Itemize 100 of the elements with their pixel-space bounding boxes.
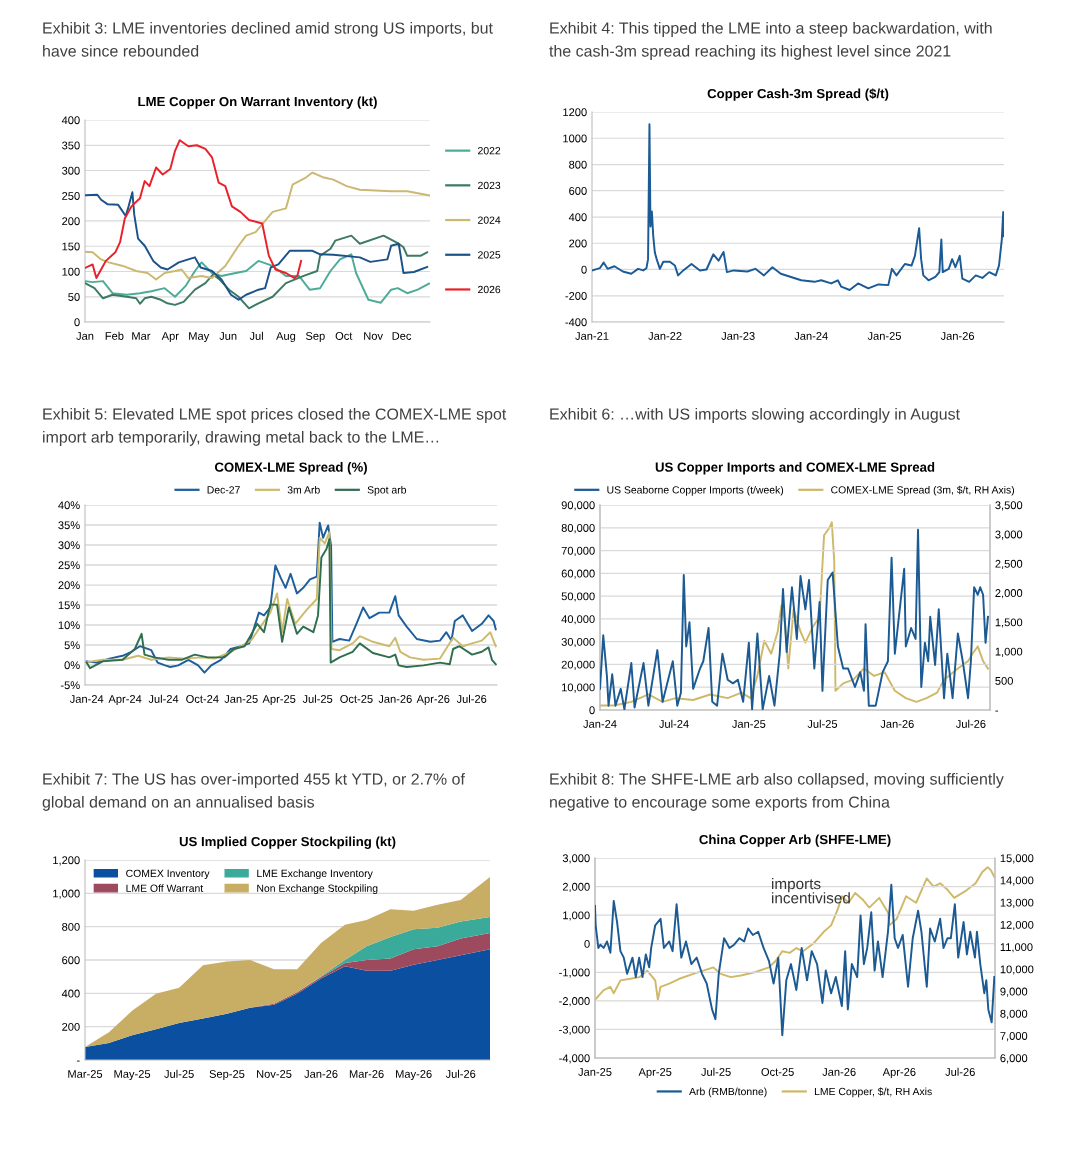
legend-label: 2025 (478, 251, 501, 259)
y-tick-label: 400 (61, 116, 80, 125)
x-tick-label: Dec (392, 332, 412, 340)
x-tick-label: Nov-25 (257, 1070, 292, 1078)
y-tick-label: 80,000 (561, 524, 595, 534)
y-tick-label: 300 (62, 166, 80, 175)
y-tick-label: 200 (62, 1022, 80, 1031)
y2-tick-label: 3,500 (995, 501, 1023, 511)
y-tick-label: 25% (58, 561, 80, 570)
y-tick-label: 35% (58, 521, 80, 530)
y-tick-label: 800 (62, 922, 80, 931)
x-tick-label: May-26 (396, 1070, 432, 1081)
x-tick-label: May-25 (114, 1070, 151, 1081)
legend-label: 3m Arb (287, 485, 320, 494)
y-tick-label: -5% (60, 681, 80, 690)
y-tick-label: 1,000 (53, 889, 80, 899)
y-tick-label: -400 (565, 318, 587, 327)
legend-label: COMEX Inventory (126, 869, 210, 880)
y2-tick-label: 1,000 (995, 647, 1023, 657)
y-tick-label: 600 (62, 956, 80, 965)
x-tick-label: Jan-25 (224, 695, 258, 703)
y2-tick-label: 14,000 (1000, 876, 1034, 886)
y2-tick-label: 500 (995, 676, 1013, 685)
x-tick-label: Jul-24 (148, 694, 179, 703)
legend-label: US Seaborne Copper Imports (t/week) (607, 485, 784, 496)
y-tick-label: 40,000 (561, 615, 595, 625)
x-tick-label: Jan-26 (304, 1070, 338, 1078)
x-tick-label: Oct-24 (186, 695, 219, 703)
y-tick-label: 0 (581, 265, 587, 274)
x-tick-label: Jan-22 (648, 332, 682, 340)
y-tick-label: 350 (62, 141, 80, 150)
x-tick-label: Jun (219, 332, 237, 340)
y-tick-label: 250 (62, 192, 80, 200)
chart-subtitle: US Copper Imports and COMEX-LME Spread (655, 462, 935, 475)
y-tick-label: 100 (62, 267, 80, 276)
x-tick-label: Jan-26 (822, 1068, 856, 1076)
y-tick-label: 1000 (563, 134, 587, 143)
x-tick-label: Apr-25 (638, 1068, 672, 1079)
y-tick-label: 200 (569, 239, 587, 248)
annotation: imports incentivised (772, 878, 850, 904)
x-tick-label: Jan-26 (378, 695, 412, 703)
x-tick-label: Jul-26 (456, 694, 487, 703)
x-tick-label: Jan-24 (794, 332, 828, 340)
y-tick-label: 50 (68, 293, 80, 301)
y-tick-label: 150 (62, 242, 80, 251)
x-tick-label: Jul-26 (945, 1067, 975, 1076)
y-tick-label: 30,000 (561, 637, 595, 648)
y-tick-label: 50,000 (561, 592, 595, 602)
legend-label: Arb (RMB/tonne) (689, 1087, 767, 1098)
y-tick-label: 2,000 (562, 882, 590, 893)
line-series (85, 253, 430, 304)
x-tick-label: Oct-25 (340, 695, 373, 703)
y-tick-label: 15% (58, 601, 80, 610)
x-tick-label: Apr-24 (108, 695, 142, 706)
x-tick-label: Oct-25 (761, 1068, 794, 1076)
y-tick-label: 1,000 (563, 911, 590, 921)
x-tick-label: Jan-24 (583, 720, 617, 728)
x-tick-label: Aug (276, 332, 296, 343)
chart-title: Exhibit 5: Elevated LME spot prices closed the COMEX-LME spot import arb temporarily, drawing metal back to the LME… (43, 408, 507, 446)
y2-tick-label: 10,000 (1000, 965, 1034, 975)
y-tick-label: 20,000 (561, 660, 595, 670)
y2-tick-label: 6,000 (1000, 1054, 1028, 1064)
legend-label: LME Off Warrant (126, 884, 204, 892)
x-tick-label: Jan (76, 332, 94, 340)
y-tick-label: 800 (569, 160, 587, 169)
x-tick-label: Mar (132, 332, 151, 340)
y-tick-label: 0% (64, 661, 80, 670)
y-tick-label: 200 (62, 217, 80, 226)
y-tick-label: 5% (64, 641, 80, 650)
legend-label: 2024 (478, 216, 501, 224)
x-tick-label: Apr-26 (416, 695, 450, 706)
x-tick-label: Apr (161, 332, 179, 343)
y-tick-label: 1,200 (53, 856, 80, 866)
x-tick-label: Jul-24 (659, 719, 689, 728)
x-tick-label: Jan-25 (578, 1068, 612, 1076)
x-tick-label: Apr-26 (882, 1068, 916, 1079)
x-tick-label: Jul-26 (445, 1069, 476, 1078)
y2-tick-label: 15,000 (1000, 854, 1034, 864)
y-tick-label: -4,000 (559, 1054, 590, 1064)
y-tick-label: 0 (584, 939, 590, 948)
x-tick-label: Jan-26 (940, 332, 975, 340)
chart-title: Exhibit 4: This tipped the LME into a steep backwardation, with the cash-3m spread reaching its highest level since 2021 (549, 22, 992, 60)
chart-subtitle: LME Copper On Warrant Inventory (kt) (138, 96, 377, 109)
y-tick-label: - (76, 1060, 80, 1062)
x-tick-label: Jul (249, 331, 263, 340)
legend-label: LME Copper, $/t, RH Axis (814, 1087, 932, 1098)
legend-label: Spot arb (367, 485, 407, 496)
line-series (85, 171, 430, 281)
legend-label: LME Exchange Inventory (257, 869, 373, 880)
x-tick-label: Jan-25 (867, 332, 902, 340)
y-tick-label: 60,000 (561, 569, 595, 579)
x-tick-label: Jul-25 (302, 694, 333, 703)
y2-tick-label: 9,000 (1000, 987, 1028, 997)
x-tick-label: Jan-26 (880, 720, 914, 728)
legend-label: COMEX-LME Spread (3m, $/t, RH Axis) (831, 485, 1015, 496)
y-tick-label: 10,000 (562, 683, 595, 693)
chart-subtitle: Copper Cash-3m Spread ($/t) (707, 88, 889, 101)
y-tick-label: 600 (569, 187, 587, 195)
y2-tick-label: 8,000 (1000, 1009, 1028, 1019)
x-tick-label: Jan-21 (575, 332, 609, 340)
